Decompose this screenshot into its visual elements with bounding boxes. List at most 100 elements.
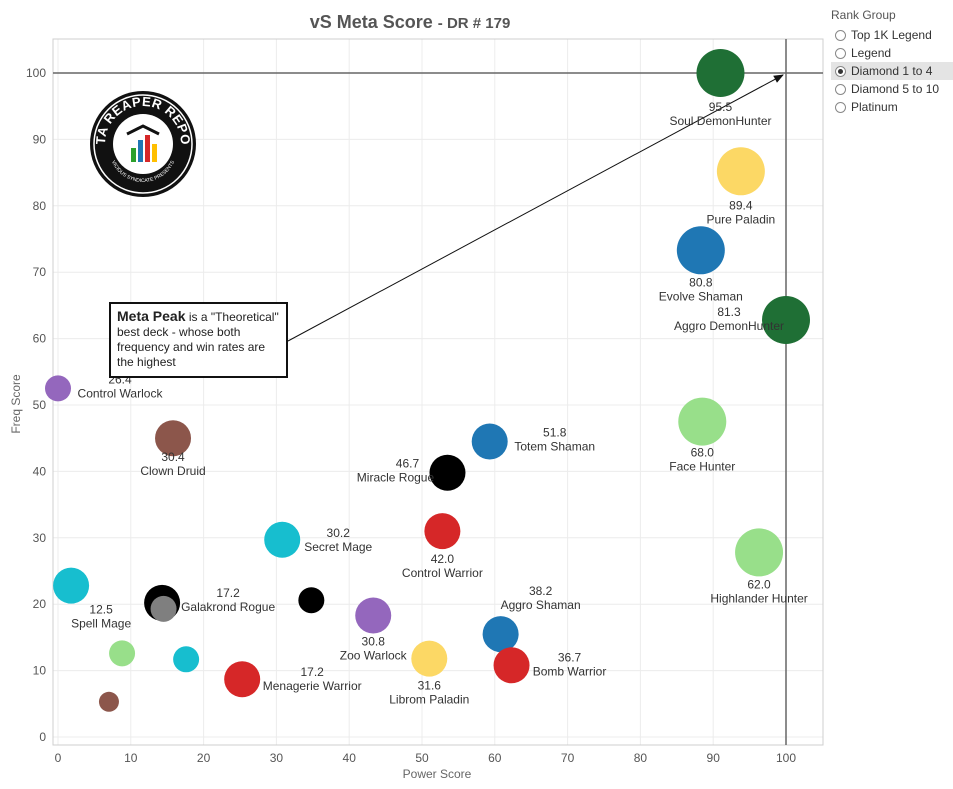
legend-option-diamond-1-to-4[interactable]: Diamond 1 to 4 [831,62,953,80]
data-point-evolve-shaman[interactable] [676,226,725,275]
note-heading: Meta Peak [117,308,186,324]
point-name-label: Zoo Warlock [340,648,408,662]
legend-option-diamond-5-to-10[interactable]: Diamond 5 to 10 [831,80,953,98]
meta-peak-arrow [287,74,784,342]
data-point-control-warlock[interactable] [45,375,71,402]
data-points [45,49,810,712]
point-score-label: 30.4 [161,450,185,464]
point-score-label: 51.8 [543,426,567,440]
y-tick-label: 40 [33,464,47,478]
point-name-label: Pure Paladin [707,212,776,226]
point-name-label: Aggro Shaman [501,598,581,612]
axes: 0 10 20 30 40 50 60 70 80 90 100 0 10 20 30 40 50 60 70 80 9… [26,66,796,765]
chart-title-main: vS Meta Score [309,12,433,32]
point-score-label: 62.0 [747,577,771,591]
radio-selected-icon[interactable] [835,65,846,77]
data-point-control-warrior[interactable] [424,513,461,550]
radio-empty-icon[interactable] [835,83,846,95]
point-name-label: Bomb Warrior [533,664,607,678]
data-point-unlabeled-23[interactable] [98,691,119,712]
radio-empty-icon[interactable] [835,47,846,59]
legend-option-label: Legend [851,46,892,60]
point-score-label: 30.2 [327,526,351,540]
data-point-unlabeled-19[interactable] [173,646,200,673]
data-point-pure-paladin[interactable] [716,147,765,196]
point-name-label: Soul DemonHunter [669,114,771,128]
point-score-label: 46.7 [396,457,420,471]
data-point-soul-demonhunter[interactable] [696,49,745,97]
y-tick-label: 80 [33,199,47,213]
data-point-bomb-warrior[interactable] [493,647,530,684]
data-point-face-hunter[interactable] [678,397,727,446]
point-name-label: Face Hunter [669,460,735,474]
legend-option-top-1k-legend[interactable]: Top 1K Legend [831,26,953,44]
data-point-spell-mage[interactable] [53,567,90,604]
data-point-totem-shaman[interactable] [471,423,508,460]
legend-option-platinum[interactable]: Platinum [831,98,953,116]
radio-dot-icon [838,68,843,74]
y-tick-label: 70 [33,265,47,279]
data-point-aggro-demonhunter[interactable] [762,296,810,345]
legend-option-label: Top 1K Legend [851,28,932,42]
x-tick-label: 60 [488,751,502,765]
point-name-label: Miracle Rogue [357,471,435,485]
legend-option-label: Diamond 5 to 10 [851,82,940,96]
y-tick-label: 50 [33,398,47,412]
y-tick-label: 0 [39,730,46,744]
point-name-label: Galakrond Rogue [181,600,275,614]
x-tick-label: 0 [55,751,62,765]
point-name-label: Menagerie Warrior [263,679,362,693]
meta-peak-note: Meta Peak is a "Theoretical" best deck -… [109,302,288,378]
point-score-label: 42.0 [431,552,455,566]
data-point-secret-mage[interactable] [264,521,301,558]
point-name-label: Control Warlock [78,386,164,400]
point-name-label: Highlander Hunter [710,591,807,605]
point-name-label: Secret Mage [304,540,372,554]
point-name-label: Spell Mage [71,617,131,631]
x-axis-title: Power Score [403,767,472,781]
x-tick-label: 70 [561,751,575,765]
data-reaper-logo: DATA REAPER REPORT VICIOUS SYNDICATE PRE… [84,78,197,198]
point-score-label: 31.6 [418,679,442,693]
point-name-label: Aggro DemonHunter [674,319,784,333]
legend-option-legend[interactable]: Legend [831,44,953,62]
x-tick-label: 100 [776,751,796,765]
data-point-unlabeled-14[interactable] [150,595,177,622]
radio-empty-icon[interactable] [835,101,846,113]
point-name-label: Control Warrior [402,566,483,580]
legend-items: Top 1K Legend Legend Diamond 1 to 4 Diamond… [831,26,953,116]
x-tick-label: 20 [197,751,211,765]
y-tick-label: 30 [33,531,47,545]
data-point-miracle-rogue[interactable] [429,454,466,491]
reference-lines [53,39,823,745]
y-tick-label: 90 [33,132,47,146]
point-score-label: 17.2 [216,586,240,600]
annotation-arrow [287,74,784,342]
x-tick-label: 10 [124,751,138,765]
data-point-unlabeled-18[interactable] [109,640,136,667]
data-point-menagerie-warrior[interactable] [224,661,261,698]
data-point-zoo-warlock[interactable] [355,597,392,634]
x-tick-label: 80 [634,751,648,765]
y-tick-label: 60 [33,332,47,346]
data-point-unlabeled-15[interactable] [298,587,325,614]
legend-option-label: Platinum [851,100,898,114]
y-axis-title: Freq Score [9,374,23,434]
x-tick-label: 40 [343,751,357,765]
point-score-label: 89.4 [729,198,753,212]
point-score-label: 17.2 [301,665,325,679]
y-tick-label: 10 [33,664,47,678]
point-score-label: 12.5 [89,603,113,617]
rank-group-legend: Rank Group Top 1K Legend Legend Diamond 1 … [831,8,953,116]
data-point-clown-druid[interactable] [155,420,192,457]
radio-empty-icon[interactable] [835,29,846,41]
chart-title: vS Meta Score - DR # 179 [0,12,820,33]
data-point-librom-paladin[interactable] [411,640,448,677]
y-tick-label: 100 [26,66,46,80]
point-score-label: 81.3 [717,305,741,319]
data-point-aggro-shaman[interactable] [482,616,519,653]
data-point-highlander-hunter[interactable] [735,528,784,577]
point-name-label: Clown Druid [140,464,205,478]
